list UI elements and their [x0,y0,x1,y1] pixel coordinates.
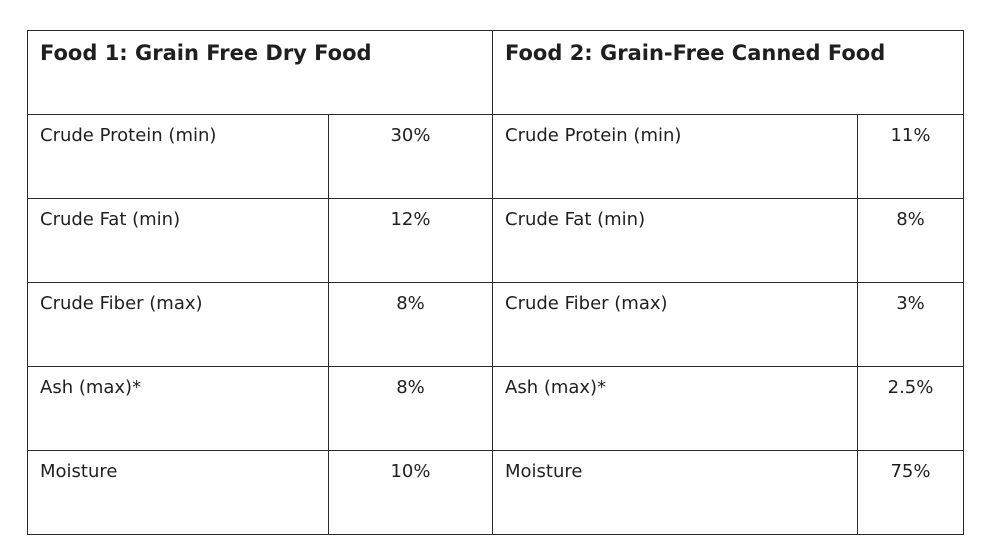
food2-header: Food 2: Grain-Free Canned Food [492,30,964,115]
food1-nutrient-label: Moisture [27,450,329,535]
food1-nutrient-label: Crude Fat (min) [27,198,329,283]
table-row: Moisture 10% Moisture 75% [27,450,964,535]
food2-nutrient-label: Crude Protein (min) [492,114,858,199]
food1-nutrient-label: Crude Protein (min) [27,114,329,199]
food1-nutrient-value: 12% [328,198,493,283]
table-row: Crude Fiber (max) 8% Crude Fiber (max) 3… [27,282,964,367]
food1-nutrient-value: 8% [328,366,493,451]
food2-nutrient-value: 8% [857,198,964,283]
food2-nutrient-label: Crude Fat (min) [492,198,858,283]
food1-nutrient-label: Crude Fiber (max) [27,282,329,367]
table-row: Crude Protein (min) 30% Crude Protein (m… [27,114,964,199]
food1-nutrient-value: 8% [328,282,493,367]
nutrition-comparison-table: Food 1: Grain Free Dry Food Food 2: Grai… [27,30,964,535]
table-row: Crude Fat (min) 12% Crude Fat (min) 8% [27,198,964,283]
food1-nutrient-value: 10% [328,450,493,535]
food2-nutrient-value: 11% [857,114,964,199]
food2-nutrient-label: Moisture [492,450,858,535]
header-row: Food 1: Grain Free Dry Food Food 2: Grai… [27,30,964,115]
food2-nutrient-label: Ash (max)* [492,366,858,451]
table-row: Ash (max)* 8% Ash (max)* 2.5% [27,366,964,451]
food2-nutrient-value: 2.5% [857,366,964,451]
food1-nutrient-value: 30% [328,114,493,199]
food1-header: Food 1: Grain Free Dry Food [27,30,493,115]
food2-nutrient-value: 75% [857,450,964,535]
food1-nutrient-label: Ash (max)* [27,366,329,451]
food2-nutrient-value: 3% [857,282,964,367]
food2-nutrient-label: Crude Fiber (max) [492,282,858,367]
